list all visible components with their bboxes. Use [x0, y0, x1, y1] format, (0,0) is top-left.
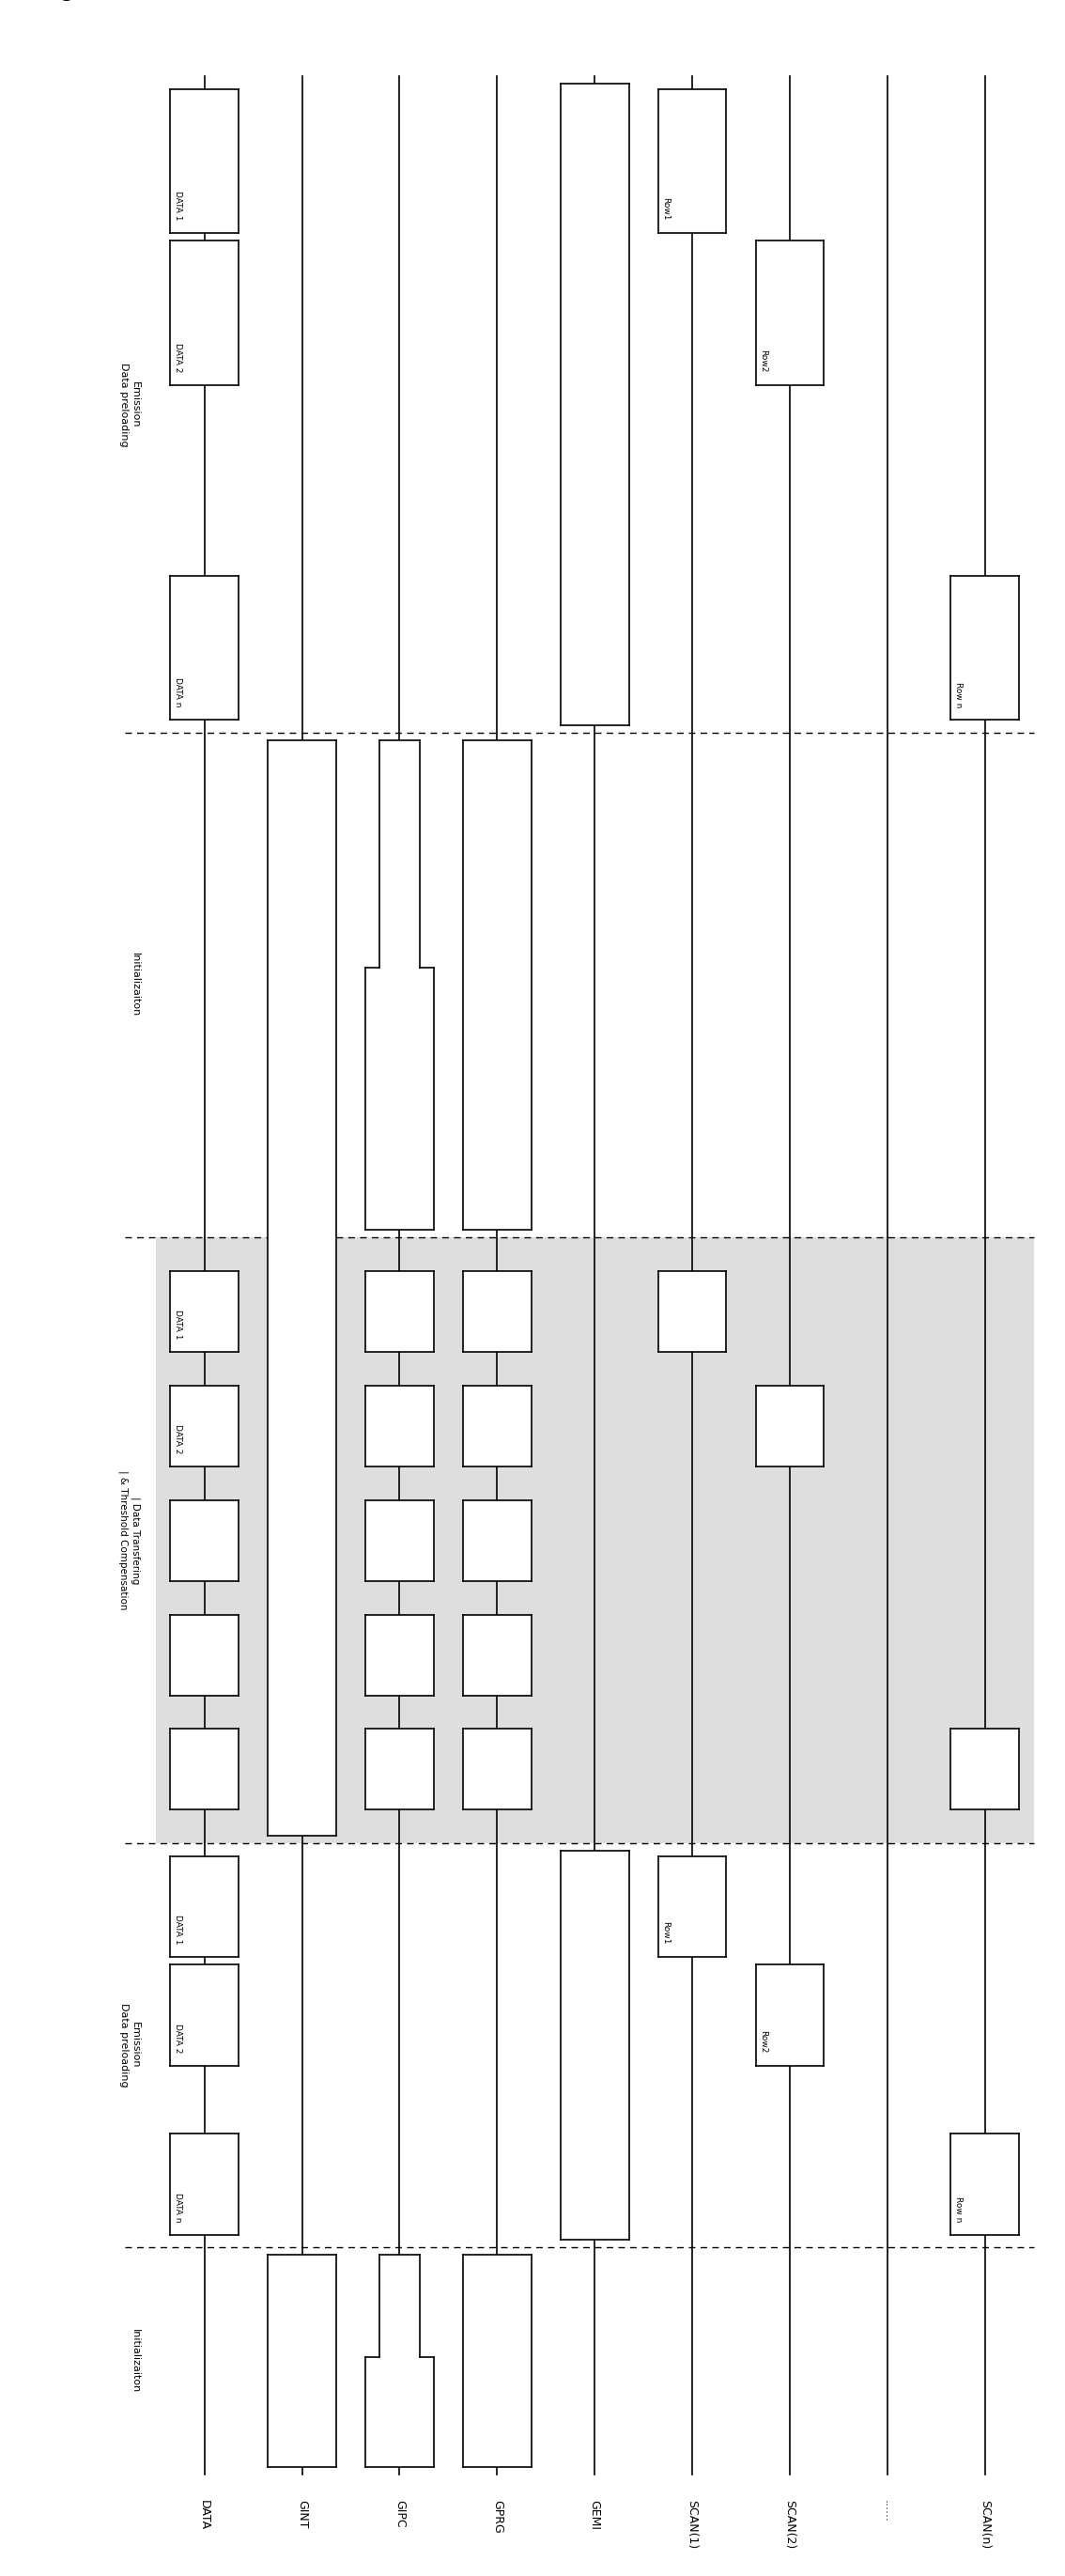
Text: DATA 2: DATA 2 — [174, 1425, 182, 1453]
Text: Emission
Data preloading: Emission Data preloading — [119, 363, 141, 446]
Bar — [170, 1270, 239, 1352]
Text: DATA n: DATA n — [174, 2192, 182, 2223]
Bar — [379, 739, 420, 969]
Bar — [170, 1499, 239, 1582]
Text: DATA 1: DATA 1 — [174, 1309, 182, 1340]
Bar — [155, 1236, 1034, 1844]
Text: Row n: Row n — [954, 683, 963, 708]
Bar — [658, 1855, 726, 1958]
Text: Row2: Row2 — [758, 2030, 767, 2053]
Bar — [365, 1499, 433, 1582]
Text: DATA 2: DATA 2 — [174, 2022, 182, 2053]
Bar — [170, 240, 239, 386]
Bar — [365, 1386, 433, 1466]
Bar — [560, 85, 628, 724]
Text: | Data Transfering
| & Threshold Compensation: | Data Transfering | & Threshold Compens… — [118, 1471, 141, 1610]
Bar — [170, 1386, 239, 1466]
Bar — [951, 1728, 1019, 1811]
Bar — [756, 240, 824, 386]
Text: DATA 1: DATA 1 — [174, 191, 182, 222]
Bar — [365, 969, 433, 1229]
Text: DATA: DATA — [198, 2499, 211, 2530]
Text: Row2: Row2 — [758, 350, 767, 374]
Text: ......: ...... — [881, 2499, 894, 2522]
Text: SCAN(2): SCAN(2) — [784, 2499, 796, 2548]
Bar — [463, 1270, 531, 1352]
Bar — [170, 1615, 239, 1695]
Bar — [170, 1965, 239, 2066]
Text: Initializaiton: Initializaiton — [131, 2329, 141, 2393]
Text: Row n: Row n — [954, 2197, 963, 2223]
Bar — [267, 2254, 337, 2468]
Bar — [463, 739, 531, 1229]
Bar — [658, 1270, 726, 1352]
Bar — [170, 574, 239, 721]
Bar — [170, 90, 239, 234]
Bar — [365, 1270, 433, 1352]
Bar — [560, 1852, 628, 2239]
Text: Emission
Data preloading: Emission Data preloading — [119, 2004, 141, 2087]
Bar — [365, 2357, 433, 2468]
Text: GPRG: GPRG — [491, 2499, 503, 2532]
Bar — [658, 90, 726, 234]
Text: SCAN(1): SCAN(1) — [686, 2499, 699, 2548]
Text: Initializaiton: Initializaiton — [131, 953, 141, 1018]
Text: SCAN(n): SCAN(n) — [979, 2499, 992, 2548]
Text: DATA 1: DATA 1 — [174, 1914, 182, 1945]
Bar — [951, 574, 1019, 721]
Bar — [379, 2254, 420, 2357]
Bar — [463, 1386, 531, 1466]
Bar — [463, 2254, 531, 2468]
Text: DATA 2: DATA 2 — [174, 343, 182, 374]
Bar — [463, 1499, 531, 1582]
Text: Row1: Row1 — [661, 1922, 670, 1945]
Bar — [365, 1728, 433, 1811]
Bar — [170, 2133, 239, 2236]
Text: GINT: GINT — [296, 2499, 308, 2530]
Text: DATA n: DATA n — [174, 677, 182, 708]
Bar — [951, 2133, 1019, 2236]
Bar — [756, 1386, 824, 1466]
Bar — [463, 1615, 531, 1695]
Bar — [365, 1615, 433, 1695]
Bar — [170, 1855, 239, 1958]
Text: GIPC: GIPC — [393, 2499, 406, 2527]
Bar — [267, 739, 337, 1837]
Bar — [463, 1728, 531, 1811]
Text: Row1: Row1 — [661, 198, 670, 222]
Text: GEMI: GEMI — [589, 2499, 601, 2530]
Bar — [756, 1965, 824, 2066]
Bar — [170, 1728, 239, 1811]
